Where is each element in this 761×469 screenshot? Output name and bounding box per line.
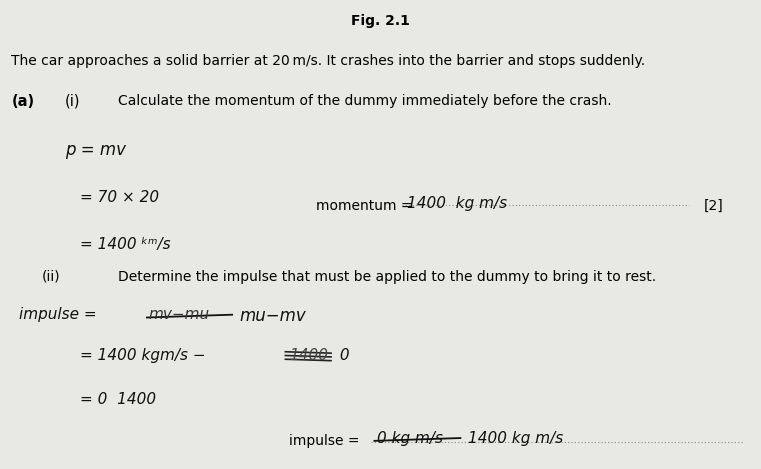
Text: 1400 kg m/s: 1400 kg m/s xyxy=(468,431,563,446)
Text: (i): (i) xyxy=(65,94,80,109)
Text: impulse =: impulse = xyxy=(289,434,360,448)
Text: 1400  kg m/s: 1400 kg m/s xyxy=(407,196,508,211)
Text: = 70 × 20: = 70 × 20 xyxy=(80,190,159,205)
Text: (a): (a) xyxy=(11,94,34,109)
Text: 0: 0 xyxy=(335,348,349,363)
Text: mv−mu: mv−mu xyxy=(148,307,209,322)
Text: (ii): (ii) xyxy=(42,270,60,284)
Text: Determine the impulse that must be applied to the dummy to bring it to rest.: Determine the impulse that must be appli… xyxy=(118,270,656,284)
Text: mu−mv: mu−mv xyxy=(240,307,307,325)
Text: = 1400 ᵏᵐ/s: = 1400 ᵏᵐ/s xyxy=(80,237,170,252)
Text: momentum =: momentum = xyxy=(316,199,412,213)
Text: Calculate the momentum of the dummy immediately before the crash.: Calculate the momentum of the dummy imme… xyxy=(118,94,612,108)
Text: 0 kg m/s: 0 kg m/s xyxy=(377,431,443,446)
Text: Fig. 2.1: Fig. 2.1 xyxy=(351,14,410,28)
Text: The car approaches a solid barrier at 20 m/s. It crashes into the barrier and st: The car approaches a solid barrier at 20… xyxy=(11,54,645,68)
Text: = 1400 kgm/s −: = 1400 kgm/s − xyxy=(80,348,210,363)
Text: p = mv: p = mv xyxy=(65,141,126,159)
Text: impulse =: impulse = xyxy=(19,307,101,322)
Text: 1400: 1400 xyxy=(289,348,328,363)
Text: [2]: [2] xyxy=(704,199,724,213)
Text: = 0  1400: = 0 1400 xyxy=(80,392,156,407)
